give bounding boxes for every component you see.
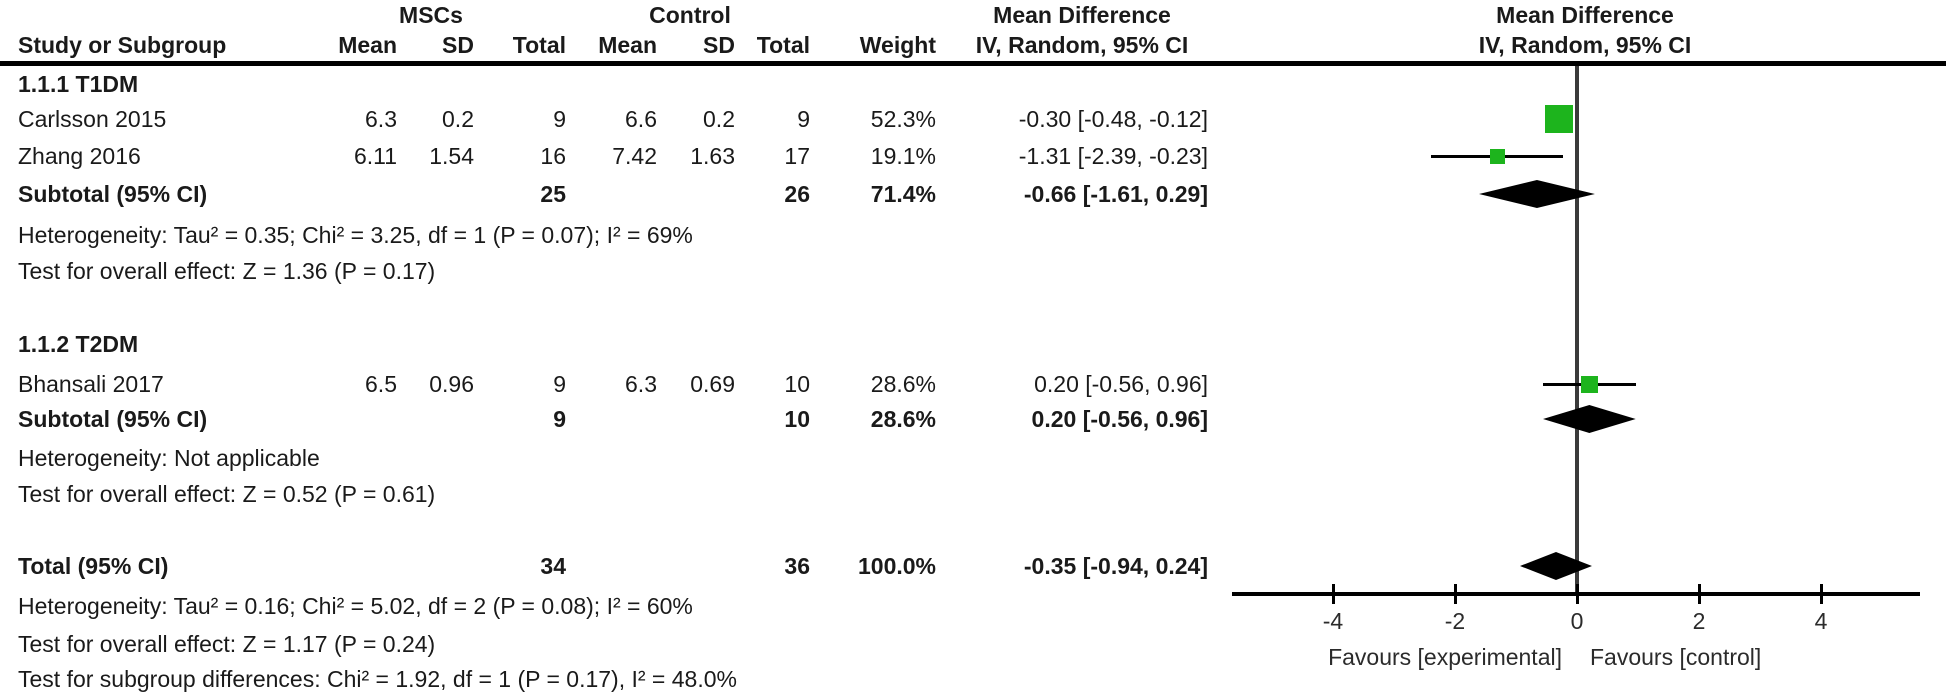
- effect-square: [1580, 375, 1598, 393]
- col-header-mean-mscs: Mean: [338, 32, 397, 58]
- heterogeneity-line: Heterogeneity: Tau² = 0.35; Chi² = 3.25,…: [18, 222, 693, 248]
- study-total1: 9: [553, 371, 566, 397]
- heterogeneity-line: Heterogeneity: Not applicable: [18, 445, 320, 471]
- effect-square: [1489, 148, 1505, 164]
- study-total1: 16: [540, 143, 566, 169]
- study-mean2: 7.42: [612, 143, 657, 169]
- axis-tick-label: 4: [1814, 608, 1828, 634]
- axis-tick-label: 2: [1692, 608, 1706, 634]
- total-row-weight: 100.0%: [857, 553, 936, 579]
- group-header-mscs: MSCs: [399, 2, 463, 28]
- axis-tick-label: -2: [1444, 608, 1466, 634]
- subtotal-total1: 25: [540, 181, 566, 207]
- study-name: Zhang 2016: [18, 143, 141, 169]
- subgroup-label: 1.1.2 T2DM: [18, 331, 139, 357]
- axis-tick-label: 0: [1570, 608, 1584, 634]
- subtotal-weight: 71.4%: [870, 181, 936, 207]
- study-weight: 28.6%: [870, 371, 936, 397]
- study-sd2: 0.69: [690, 371, 735, 397]
- axis-tick: [1331, 584, 1335, 604]
- study-sd1: 1.54: [429, 143, 474, 169]
- axis-tick-label: -4: [1322, 608, 1344, 634]
- study-weight: 19.1%: [870, 143, 936, 169]
- study-sd1: 0.96: [429, 371, 474, 397]
- pooled-diamond: [1542, 405, 1636, 433]
- pooled-diamond: [1519, 552, 1592, 580]
- favours-left-label: Favours [experimental]: [1328, 644, 1562, 670]
- header-mean-difference-values: Mean Difference: [993, 2, 1171, 28]
- axis-tick: [1453, 584, 1457, 604]
- total-row-ci-text: -0.35 [-0.94, 0.24]: [1023, 553, 1208, 579]
- subtotal-weight: 28.6%: [870, 406, 936, 432]
- total-row-total2: 36: [784, 553, 810, 579]
- group-header-control: Control: [649, 2, 731, 28]
- col-header-total-mscs: Total: [512, 32, 566, 58]
- pooled-diamond: [1478, 180, 1595, 208]
- heterogeneity-line: Heterogeneity: Tau² = 0.16; Chi² = 5.02,…: [18, 593, 693, 619]
- study-total1: 9: [553, 106, 566, 132]
- col-header-ci-plot: IV, Random, 95% CI: [1478, 32, 1692, 58]
- col-header-weight: Weight: [859, 32, 936, 58]
- study-total2: 9: [797, 106, 810, 132]
- header-rule: [0, 61, 1946, 66]
- col-header-total-control: Total: [756, 32, 810, 58]
- col-header-sd-control: SD: [703, 32, 735, 58]
- zero-line: [1575, 66, 1579, 594]
- study-name: Carlsson 2015: [18, 106, 167, 132]
- subtotal-name: Subtotal (95% CI): [18, 181, 208, 207]
- study-ci-text: -1.31 [-2.39, -0.23]: [1018, 143, 1208, 169]
- favours-right-label: Favours [control]: [1590, 644, 1762, 670]
- study-total2: 10: [784, 371, 810, 397]
- study-sd2: 1.63: [690, 143, 735, 169]
- axis-tick: [1697, 584, 1701, 604]
- study-weight: 52.3%: [870, 106, 936, 132]
- study-ci-text: 0.20 [-0.56, 0.96]: [1034, 371, 1208, 397]
- axis-tick: [1575, 584, 1579, 604]
- subgroup-differences-line: Test for subgroup differences: Chi² = 1.…: [18, 666, 737, 692]
- study-mean1: 6.3: [365, 106, 397, 132]
- axis-tick: [1819, 584, 1823, 604]
- total-row-name: Total (95% CI): [18, 553, 169, 579]
- study-sd2: 0.2: [703, 106, 735, 132]
- study-mean1: 6.11: [353, 143, 397, 169]
- overall-effect-line: Test for overall effect: Z = 1.17 (P = 0…: [18, 631, 436, 657]
- col-header-ci-values: IV, Random, 95% CI: [975, 32, 1189, 58]
- subtotal-total2: 26: [784, 181, 810, 207]
- col-header-mean-control: Mean: [598, 32, 657, 58]
- overall-effect-line: Test for overall effect: Z = 0.52 (P = 0…: [18, 481, 436, 507]
- study-ci-text: -0.30 [-0.48, -0.12]: [1018, 106, 1208, 132]
- study-total2: 17: [784, 143, 810, 169]
- total-row-total1: 34: [540, 553, 566, 579]
- overall-effect-line: Test for overall effect: Z = 1.36 (P = 0…: [18, 258, 436, 284]
- subtotal-total2: 10: [784, 406, 810, 432]
- col-header-sd-mscs: SD: [442, 32, 474, 58]
- subtotal-ci-text: 0.20 [-0.56, 0.96]: [1031, 406, 1208, 432]
- subgroup-label: 1.1.1 T1DM: [18, 71, 139, 97]
- subtotal-total1: 9: [553, 406, 566, 432]
- study-sd1: 0.2: [442, 106, 474, 132]
- study-mean2: 6.6: [625, 106, 657, 132]
- study-mean1: 6.5: [365, 371, 397, 397]
- study-mean2: 6.3: [625, 371, 657, 397]
- effect-square: [1544, 105, 1573, 133]
- subtotal-name: Subtotal (95% CI): [18, 406, 208, 432]
- study-name: Bhansali 2017: [18, 371, 164, 397]
- header-mean-difference-plot: Mean Difference: [1496, 2, 1674, 28]
- subtotal-ci-text: -0.66 [-1.61, 0.29]: [1023, 181, 1208, 207]
- col-header-study: Study or Subgroup: [18, 32, 227, 58]
